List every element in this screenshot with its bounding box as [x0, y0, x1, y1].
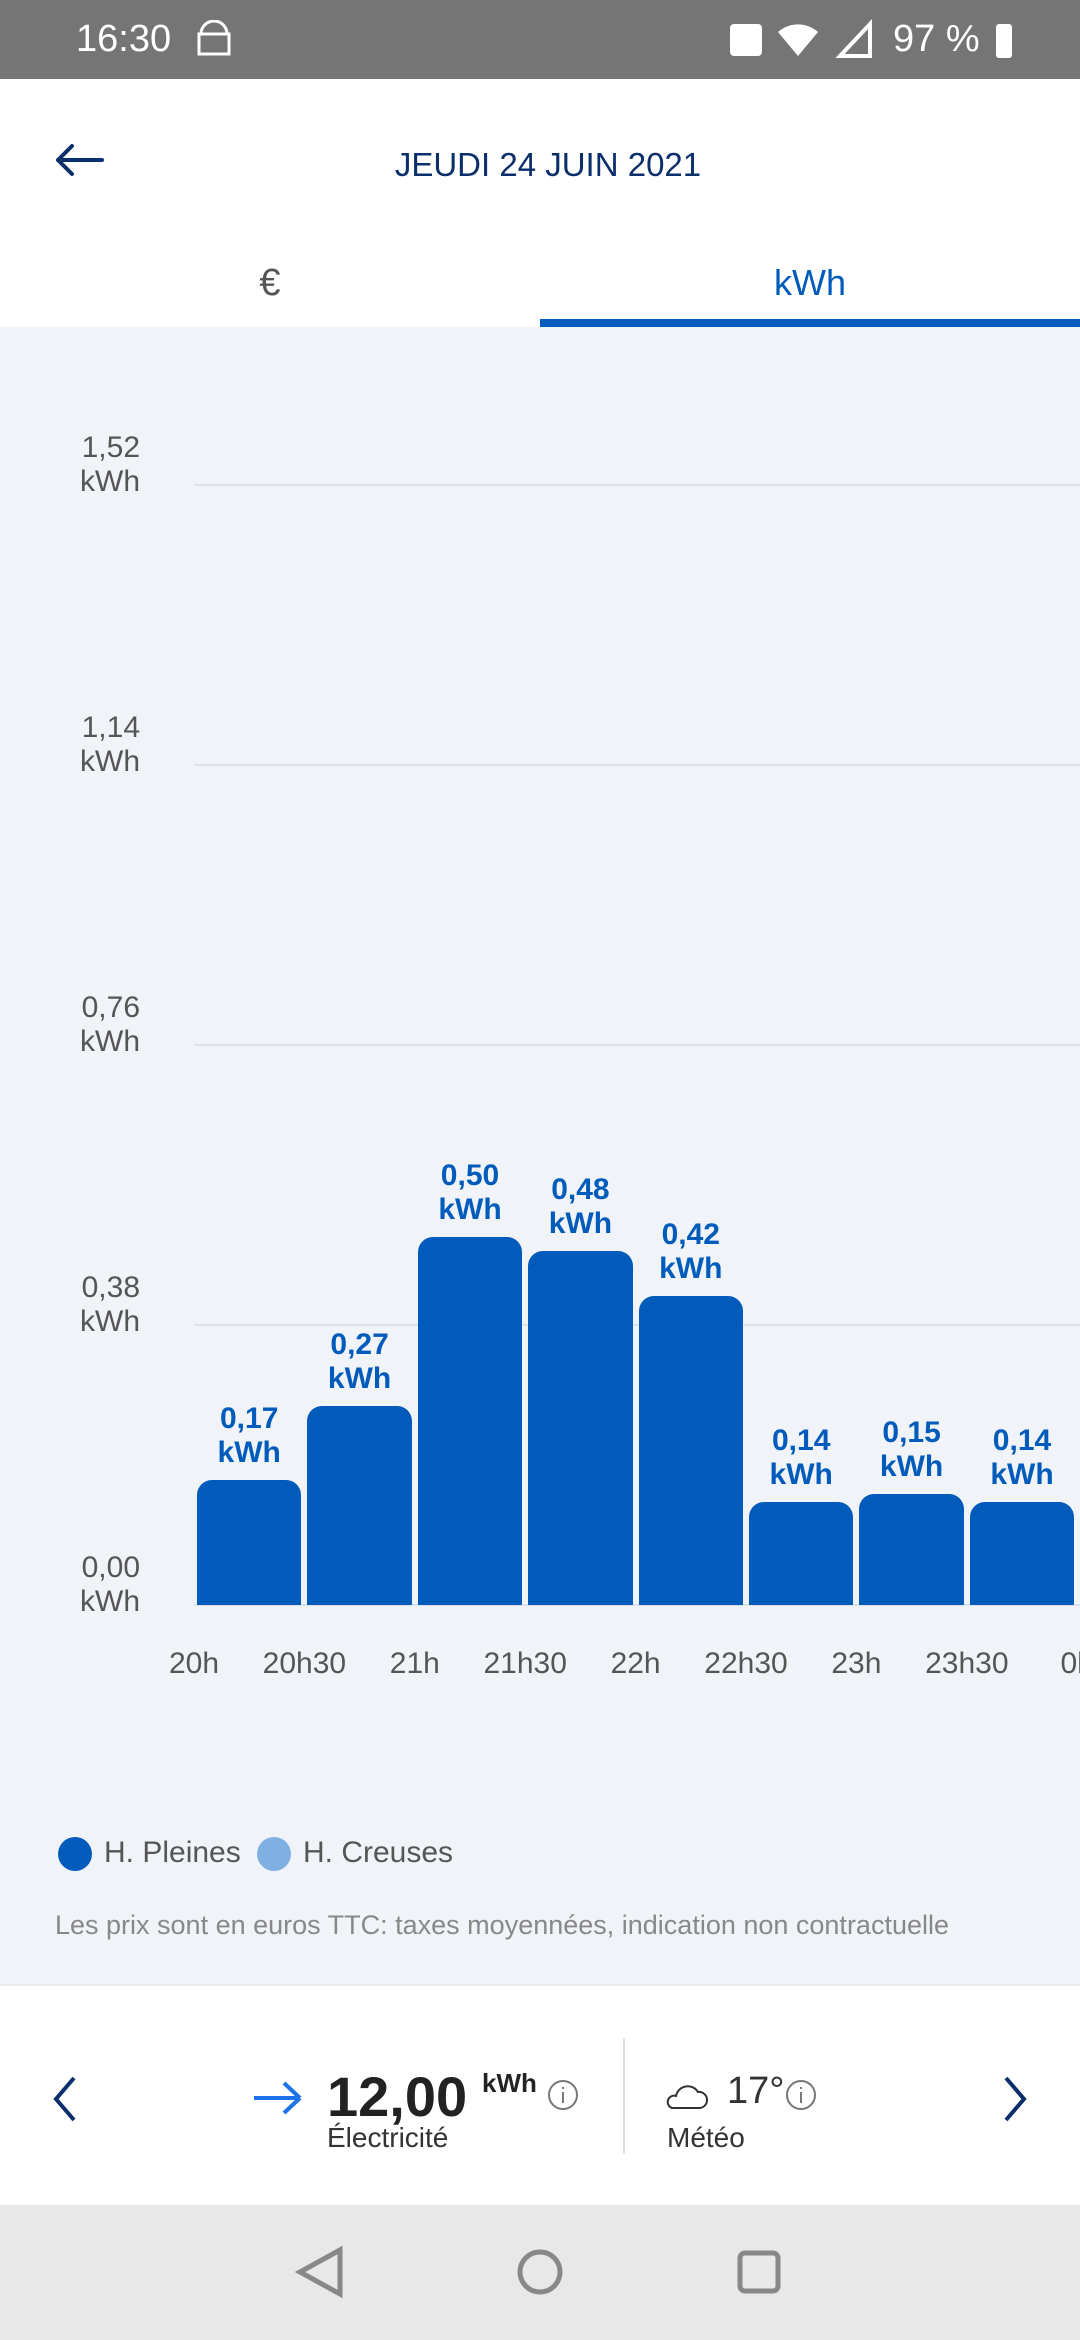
time: 16:30 — [76, 18, 172, 60]
summary-label: Électricité — [327, 2122, 449, 2153]
chart: 0,00 kWh 0,38 kWh 0,76 kWh 1,14 kWh 1,52 kWh… — [0, 327, 1080, 1984]
y-tick-label: 1,14 kWh — [80, 711, 140, 778]
weather-label: Météo — [667, 2122, 745, 2153]
summary-unit: kWh — [482, 2068, 537, 2098]
x-tick-label: 22h30 — [704, 1647, 788, 1680]
x-tick-label: 20h — [168, 1647, 220, 1680]
bar — [417, 1236, 523, 1605]
x-tick-label: 22h — [610, 1647, 661, 1680]
x-tick-label: 23h30 — [925, 1647, 1009, 1680]
grid-line — [194, 484, 1080, 486]
tab[interactable]: € — [259, 262, 281, 304]
summary-panel: 12,00 kWh Électricité 17° Météo — [0, 1984, 1080, 2207]
status-icons — [730, 18, 1012, 58]
bar — [859, 1494, 964, 1605]
x-tick-label: 23h — [831, 1647, 882, 1680]
data-label: 0,27 kWh — [327, 1328, 392, 1396]
data-label: 0,50 kWh — [438, 1158, 502, 1226]
trend-arrow — [254, 2081, 302, 2115]
legend-swatch — [58, 1837, 92, 1871]
legend-label: H. Pleines — [104, 1836, 241, 1869]
tab[interactable]: kWh — [774, 262, 846, 303]
data-label: 0,14 kWh — [990, 1423, 1054, 1491]
summary-value: 12,00 — [327, 2065, 468, 2128]
y-tick-label: 1,52 kWh — [80, 431, 140, 498]
data-label: 0,14 kWh — [769, 1423, 833, 1491]
nav-icons — [294, 2245, 781, 2299]
prev-button[interactable] — [50, 2074, 80, 2124]
x-tick-label: 21h30 — [483, 1647, 567, 1680]
weather-temp: 17° — [727, 2070, 785, 2112]
grid-line — [194, 1604, 1080, 1606]
data-label: 0,42 kWh — [659, 1217, 723, 1285]
x-tick-label: 20h30 — [262, 1647, 347, 1680]
info-icon[interactable] — [784, 2078, 818, 2112]
legend: H. Pleines H. Creuses — [0, 1834, 1080, 1874]
weather-icon — [666, 2085, 709, 2109]
legend-swatch — [257, 1837, 291, 1871]
y-tick-label: 0,00 kWh — [80, 1551, 140, 1618]
bar — [528, 1251, 633, 1605]
nav-back[interactable] — [294, 2245, 343, 2299]
y-tick-label: 0,76 kWh — [80, 991, 140, 1058]
bar — [638, 1295, 743, 1605]
info-icon[interactable] — [546, 2078, 580, 2112]
tab-indicator — [540, 319, 1080, 327]
bar — [749, 1501, 854, 1605]
legend-label: H. Creuses — [303, 1836, 454, 1869]
next-button[interactable] — [1000, 2074, 1030, 2124]
grid-line — [194, 1324, 1080, 1326]
grid-line — [194, 1044, 1080, 1046]
x-tick-label: 21h — [389, 1647, 440, 1680]
nav-bar — [0, 2205, 1080, 2340]
data-label: 0,48 kWh — [548, 1173, 613, 1241]
battery: 97 % — [893, 18, 980, 60]
footnote: Les prix sont en euros TTC: taxes moyenn… — [55, 1910, 949, 1940]
nav-recents[interactable] — [737, 2250, 781, 2294]
divider — [623, 2038, 625, 2154]
bar — [197, 1479, 302, 1605]
nav-home[interactable] — [517, 2249, 563, 2295]
status-icon — [197, 20, 231, 56]
bar — [307, 1406, 412, 1605]
header-title: JEUDI 24 JUIN 2021 — [394, 146, 702, 183]
grid-line — [194, 764, 1080, 766]
y-tick-label: 0,38 kWh — [80, 1271, 140, 1338]
back-button[interactable] — [50, 140, 110, 180]
data-label: 0,17 kWh — [217, 1401, 281, 1469]
status-bar: 16:30 97 % — [0, 0, 1080, 79]
x-tick-label: 0h — [1060, 1647, 1080, 1680]
bar — [969, 1501, 1075, 1605]
data-label: 0,15 kWh — [879, 1416, 944, 1484]
